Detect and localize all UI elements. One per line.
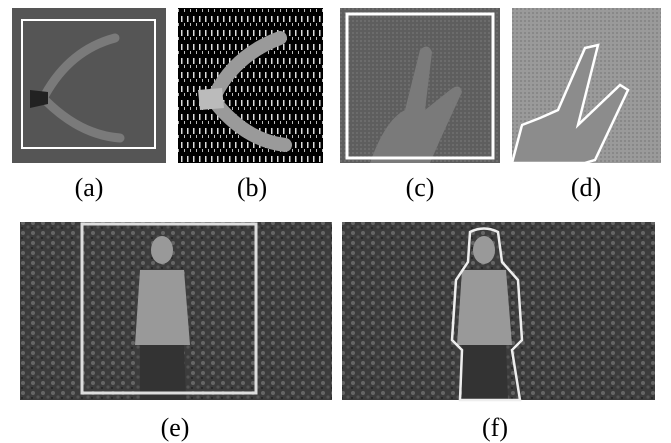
panel-d: (d) xyxy=(512,8,661,202)
panel-label: (e) xyxy=(161,413,190,442)
panel-label: (b) xyxy=(237,173,267,202)
panel-e: (e) xyxy=(20,222,332,442)
panel-label: (c) xyxy=(406,173,435,202)
panel-label: (d) xyxy=(571,173,601,202)
panel-a: (a) xyxy=(12,8,166,202)
panel-b: (b) xyxy=(178,8,323,202)
panel-c: (c) xyxy=(340,8,500,202)
panel-label: (a) xyxy=(75,173,104,202)
figure: (a) (b) (c) (d) (e) xyxy=(0,0,671,443)
panel-label: (f) xyxy=(482,413,508,442)
panel-f: (f) xyxy=(342,222,655,442)
